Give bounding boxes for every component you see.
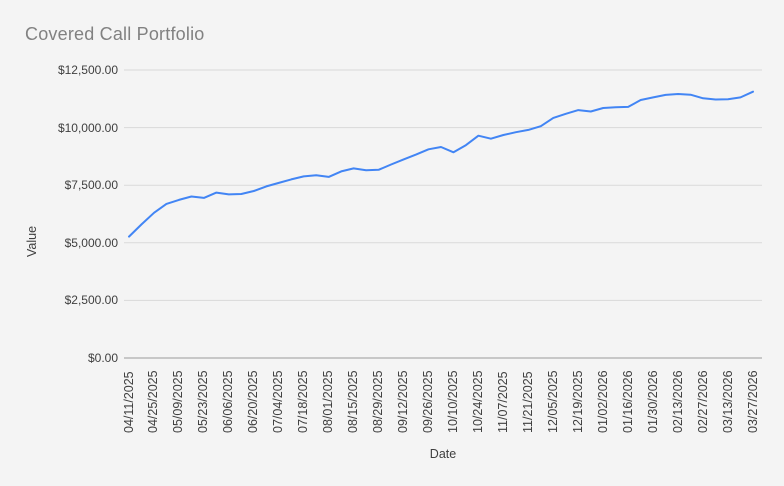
x-axis-tick-label: 05/09/2025 — [171, 370, 186, 433]
x-axis-tick-label: 08/29/2025 — [371, 370, 386, 433]
x-axis-tick-label: 04/25/2025 — [146, 370, 161, 433]
y-axis-tick-label: $5,000.00 — [64, 235, 118, 250]
x-axis-title: Date — [429, 447, 457, 461]
x-axis-tick-label: 07/18/2025 — [296, 370, 311, 433]
x-axis-tick-label: 11/07/2025 — [495, 371, 510, 433]
x-axis-tick-label: 08/15/2025 — [346, 370, 361, 433]
y-axis-tick-label: $12,500.00 — [57, 63, 118, 77]
x-axis-tick-label: 04/11/2025 — [121, 371, 136, 433]
x-axis-tick-label: 08/01/2025 — [321, 370, 336, 433]
value-line-series — [128, 90, 754, 238]
x-axis-tick-label: 10/10/2025 — [445, 370, 460, 433]
x-axis-tick-label: 09/26/2025 — [421, 370, 436, 433]
y-axis-tick-label: $7,500.00 — [64, 178, 118, 193]
y-axis-title: Value — [25, 225, 39, 257]
x-axis-tick-label: 06/20/2025 — [246, 370, 261, 433]
x-axis-tick-label: 11/21/2025 — [520, 371, 535, 433]
y-axis-tick-label: $2,500.00 — [64, 293, 118, 308]
x-axis-tick-label: 01/30/2026 — [645, 370, 660, 433]
x-axis-tick-label: 10/24/2025 — [470, 370, 485, 433]
x-axis-tick-label: 02/27/2026 — [695, 370, 710, 433]
x-axis-tick-label: 02/13/2026 — [670, 370, 685, 433]
x-axis-tick-label: 06/06/2025 — [221, 370, 236, 433]
y-axis-tick-label: $0.00 — [87, 351, 118, 365]
x-axis-tick-label: 05/23/2025 — [196, 370, 211, 433]
chart-title: Covered Call Portfolio — [25, 24, 205, 44]
x-axis-tick-label: 01/02/2026 — [595, 370, 610, 433]
x-axis-tick-label: 03/27/2026 — [745, 370, 760, 433]
x-axis-tick-label: 12/05/2025 — [545, 370, 560, 433]
x-axis-tick-label: 09/12/2025 — [396, 370, 411, 433]
x-axis-tick-label: 03/13/2026 — [720, 370, 735, 433]
x-axis-tick-label: 07/04/2025 — [271, 370, 286, 433]
y-axis-tick-label: $10,000.00 — [57, 120, 118, 135]
x-axis-tick-label: 01/16/2026 — [620, 370, 635, 433]
x-axis-tick-label: 12/19/2025 — [570, 370, 585, 433]
